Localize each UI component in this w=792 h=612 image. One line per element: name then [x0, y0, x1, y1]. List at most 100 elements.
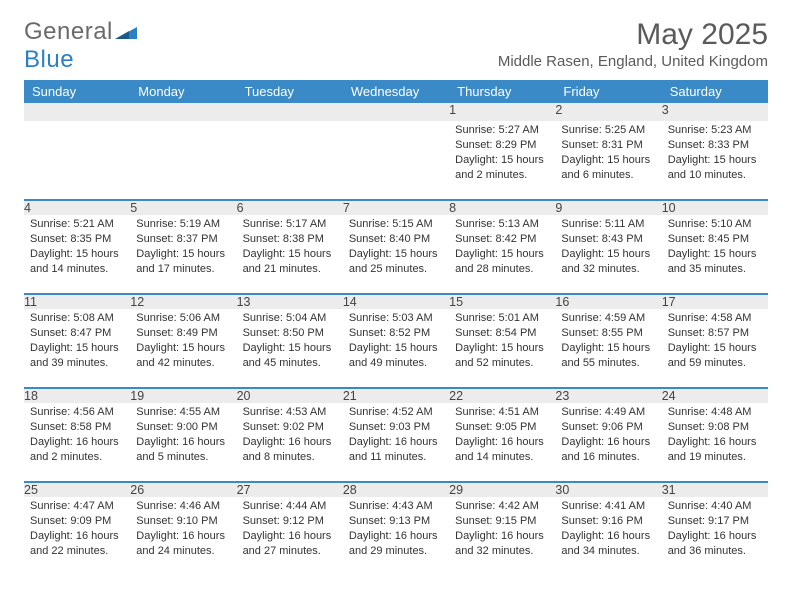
- sunset-line: Sunset: 9:12 PM: [243, 514, 337, 529]
- sunset-line: Sunset: 9:05 PM: [455, 420, 549, 435]
- daynum-row: 123: [24, 103, 768, 121]
- empty-day-number: [24, 103, 130, 121]
- daylight-line: Daylight: 15 hours and 21 minutes.: [243, 247, 337, 277]
- sunset-line: Sunset: 8:33 PM: [668, 138, 762, 153]
- sunrise-line: Sunrise: 4:49 AM: [561, 405, 655, 420]
- day-number: 10: [662, 201, 768, 215]
- day-cell: Sunrise: 4:49 AMSunset: 9:06 PMDaylight:…: [555, 403, 661, 481]
- daylight-line: Daylight: 15 hours and 42 minutes.: [136, 341, 230, 371]
- sunrise-line: Sunrise: 4:47 AM: [30, 499, 124, 514]
- sunrise-line: Sunrise: 4:44 AM: [243, 499, 337, 514]
- brand-text-general: General: [24, 18, 113, 45]
- empty-day-number: [237, 103, 343, 121]
- sunrise-line: Sunrise: 4:55 AM: [136, 405, 230, 420]
- sunset-line: Sunset: 8:54 PM: [455, 326, 549, 341]
- day-number: 5: [130, 201, 236, 215]
- day-number: 27: [237, 483, 343, 497]
- sunset-line: Sunset: 8:52 PM: [349, 326, 443, 341]
- day-number: 1: [449, 103, 555, 121]
- day-number: 4: [24, 201, 130, 215]
- day-cell: Sunrise: 4:44 AMSunset: 9:12 PMDaylight:…: [237, 497, 343, 575]
- day-number: 12: [130, 295, 236, 309]
- day-cell: Sunrise: 4:55 AMSunset: 9:00 PMDaylight:…: [130, 403, 236, 481]
- day-cell: [343, 121, 449, 199]
- day-cell: Sunrise: 4:56 AMSunset: 8:58 PMDaylight:…: [24, 403, 130, 481]
- day-cell: Sunrise: 4:42 AMSunset: 9:15 PMDaylight:…: [449, 497, 555, 575]
- day-cell: Sunrise: 5:27 AMSunset: 8:29 PMDaylight:…: [449, 121, 555, 199]
- sunset-line: Sunset: 9:06 PM: [561, 420, 655, 435]
- day-cell: Sunrise: 5:19 AMSunset: 8:37 PMDaylight:…: [130, 215, 236, 293]
- day-number: 19: [130, 389, 236, 403]
- daylight-line: Daylight: 15 hours and 25 minutes.: [349, 247, 443, 277]
- sunrise-line: Sunrise: 4:52 AM: [349, 405, 443, 420]
- sunset-line: Sunset: 9:02 PM: [243, 420, 337, 435]
- sunset-line: Sunset: 9:17 PM: [668, 514, 762, 529]
- sunrise-line: Sunrise: 5:19 AM: [136, 217, 230, 232]
- sunset-line: Sunset: 9:16 PM: [561, 514, 655, 529]
- sunrise-line: Sunrise: 4:42 AM: [455, 499, 549, 514]
- day-cell: Sunrise: 5:01 AMSunset: 8:54 PMDaylight:…: [449, 309, 555, 387]
- day-cell: Sunrise: 4:43 AMSunset: 9:13 PMDaylight:…: [343, 497, 449, 575]
- sunrise-line: Sunrise: 5:01 AM: [455, 311, 549, 326]
- daylight-line: Daylight: 16 hours and 36 minutes.: [668, 529, 762, 559]
- sunset-line: Sunset: 8:55 PM: [561, 326, 655, 341]
- day-number: 8: [449, 201, 555, 215]
- sunset-line: Sunset: 9:00 PM: [136, 420, 230, 435]
- day-number: 18: [24, 389, 130, 403]
- day-header-saturday: Saturday: [662, 80, 768, 103]
- page-header: GeneralBlue May 2025 Middle Rasen, Engla…: [24, 18, 768, 74]
- day-number: 9: [555, 201, 661, 215]
- brand-logo: GeneralBlue: [24, 18, 137, 74]
- day-number: 22: [449, 389, 555, 403]
- day-number: 28: [343, 483, 449, 497]
- day-cell: Sunrise: 5:15 AMSunset: 8:40 PMDaylight:…: [343, 215, 449, 293]
- day-cell: Sunrise: 5:17 AMSunset: 8:38 PMDaylight:…: [237, 215, 343, 293]
- day-content-row: Sunrise: 4:56 AMSunset: 8:58 PMDaylight:…: [24, 403, 768, 482]
- sunset-line: Sunset: 8:49 PM: [136, 326, 230, 341]
- day-number: 31: [662, 483, 768, 497]
- sunrise-line: Sunrise: 5:10 AM: [668, 217, 762, 232]
- day-header-monday: Monday: [130, 80, 236, 103]
- daylight-line: Daylight: 16 hours and 32 minutes.: [455, 529, 549, 559]
- day-cell: Sunrise: 4:40 AMSunset: 9:17 PMDaylight:…: [662, 497, 768, 575]
- day-cell: Sunrise: 5:21 AMSunset: 8:35 PMDaylight:…: [24, 215, 130, 293]
- day-header-friday: Friday: [555, 80, 661, 103]
- day-number: 2: [555, 103, 661, 121]
- sunrise-line: Sunrise: 5:03 AM: [349, 311, 443, 326]
- day-number: 21: [343, 389, 449, 403]
- sunrise-line: Sunrise: 4:48 AM: [668, 405, 762, 420]
- sunrise-line: Sunrise: 4:43 AM: [349, 499, 443, 514]
- daylight-line: Daylight: 16 hours and 29 minutes.: [349, 529, 443, 559]
- daylight-line: Daylight: 16 hours and 22 minutes.: [30, 529, 124, 559]
- day-number: 11: [24, 295, 130, 309]
- daylight-line: Daylight: 16 hours and 2 minutes.: [30, 435, 124, 465]
- calendar-table: SundayMondayTuesdayWednesdayThursdayFrid…: [24, 80, 768, 575]
- sunrise-line: Sunrise: 5:11 AM: [561, 217, 655, 232]
- daynum-row: 11121314151617: [24, 295, 768, 309]
- daynum-row: 18192021222324: [24, 389, 768, 403]
- day-header-thursday: Thursday: [449, 80, 555, 103]
- sunrise-line: Sunrise: 4:56 AM: [30, 405, 124, 420]
- day-cell: Sunrise: 5:11 AMSunset: 8:43 PMDaylight:…: [555, 215, 661, 293]
- sunrise-line: Sunrise: 5:17 AM: [243, 217, 337, 232]
- day-number: 24: [662, 389, 768, 403]
- day-number: 30: [555, 483, 661, 497]
- sunrise-line: Sunrise: 4:40 AM: [668, 499, 762, 514]
- day-header-row: SundayMondayTuesdayWednesdayThursdayFrid…: [24, 80, 768, 103]
- sunrise-line: Sunrise: 4:41 AM: [561, 499, 655, 514]
- daylight-line: Daylight: 15 hours and 39 minutes.: [30, 341, 124, 371]
- sunset-line: Sunset: 8:35 PM: [30, 232, 124, 247]
- daylight-line: Daylight: 16 hours and 27 minutes.: [243, 529, 337, 559]
- sunset-line: Sunset: 8:31 PM: [561, 138, 655, 153]
- daylight-line: Daylight: 16 hours and 34 minutes.: [561, 529, 655, 559]
- daynum-row: 25262728293031: [24, 483, 768, 497]
- daylight-line: Daylight: 16 hours and 8 minutes.: [243, 435, 337, 465]
- sunset-line: Sunset: 8:47 PM: [30, 326, 124, 341]
- sunset-line: Sunset: 8:43 PM: [561, 232, 655, 247]
- calendar-page: GeneralBlue May 2025 Middle Rasen, Engla…: [0, 0, 792, 593]
- sunrise-line: Sunrise: 5:23 AM: [668, 123, 762, 138]
- sunrise-line: Sunrise: 5:27 AM: [455, 123, 549, 138]
- daylight-line: Daylight: 15 hours and 32 minutes.: [561, 247, 655, 277]
- daylight-line: Daylight: 15 hours and 45 minutes.: [243, 341, 337, 371]
- day-cell: Sunrise: 5:04 AMSunset: 8:50 PMDaylight:…: [237, 309, 343, 387]
